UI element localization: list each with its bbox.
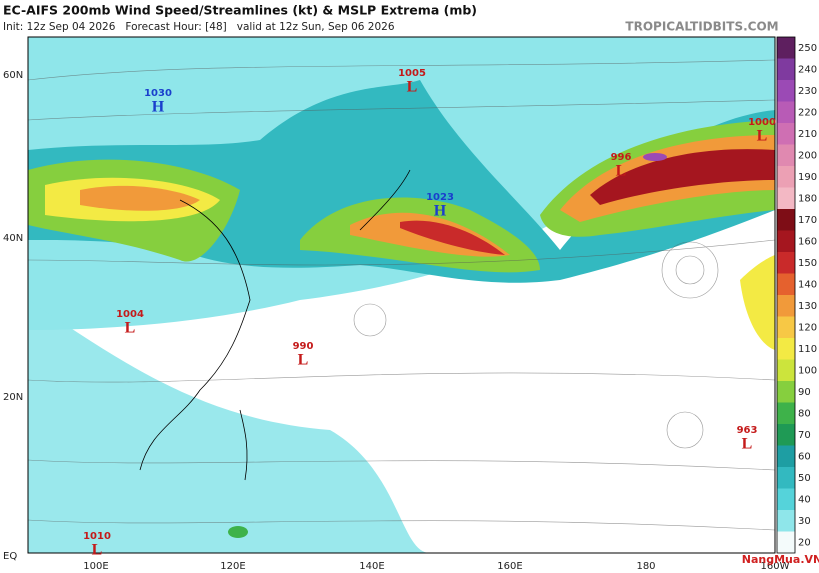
colorbar-cell bbox=[777, 273, 795, 295]
colorbar-cell bbox=[777, 531, 795, 553]
colorbar-cell bbox=[777, 316, 795, 338]
colorbar-label: 250 bbox=[798, 43, 817, 54]
colorbar-cell bbox=[777, 252, 795, 274]
streamlines bbox=[28, 59, 775, 531]
colorbar-cell bbox=[777, 123, 795, 145]
pressure-value: 1023 bbox=[426, 192, 454, 203]
pressure-letter: L bbox=[125, 320, 136, 337]
colorbar-label: 170 bbox=[798, 215, 817, 226]
jet bbox=[740, 255, 775, 350]
pressure-value: 963 bbox=[737, 425, 758, 436]
lat-label: 40N bbox=[3, 233, 23, 244]
colorbar-label: 240 bbox=[798, 64, 817, 75]
pressure-letter: H bbox=[434, 203, 447, 220]
lon-label: 160E bbox=[497, 561, 522, 572]
colorbar-label: 180 bbox=[798, 193, 817, 204]
colorbar-label: 20 bbox=[798, 537, 811, 548]
colorbar-cell bbox=[777, 445, 795, 467]
colorbar-cell bbox=[777, 230, 795, 252]
lat-label: EQ bbox=[3, 551, 17, 562]
colorbar-label: 200 bbox=[798, 150, 817, 161]
pressure-letter: L bbox=[757, 128, 768, 145]
colorbar-cell bbox=[777, 37, 795, 59]
colorbar-cell bbox=[777, 58, 795, 80]
pressure-letter: L bbox=[742, 436, 753, 453]
colorbar-cell bbox=[777, 402, 795, 424]
colorbar-label: 130 bbox=[798, 301, 817, 312]
colorbar-cell bbox=[777, 359, 795, 381]
title: EC-AIFS 200mb Wind Speed/Streamlines (kt… bbox=[3, 3, 477, 18]
pressure-letter: L bbox=[298, 352, 309, 369]
map-field bbox=[28, 37, 775, 553]
colorbar-label: 140 bbox=[798, 279, 817, 290]
colorbar-label: 50 bbox=[798, 473, 811, 484]
colorbar-cell bbox=[777, 101, 795, 123]
jet bbox=[400, 220, 505, 255]
lon-label: 120E bbox=[220, 561, 245, 572]
colorbar-cell bbox=[777, 488, 795, 510]
colorbar-label: 120 bbox=[798, 322, 817, 333]
colorbar-label: 220 bbox=[798, 107, 817, 118]
colorbar-label: 70 bbox=[798, 430, 811, 441]
pressure-value: 1004 bbox=[116, 309, 144, 320]
pressure-value: 1030 bbox=[144, 88, 172, 99]
source: TROPICALTIDBITS.COM bbox=[625, 20, 778, 34]
pressure-value: 990 bbox=[293, 341, 314, 352]
colorbar-cell bbox=[777, 209, 795, 231]
colorbar-label: 110 bbox=[798, 344, 817, 355]
jet bbox=[228, 526, 248, 538]
colorbar-cell bbox=[777, 424, 795, 446]
colorbar-label: 100 bbox=[798, 365, 817, 376]
pressure-value: 1005 bbox=[398, 68, 426, 79]
subtitle: Init: 12z Sep 04 2026 Forecast Hour: [48… bbox=[3, 21, 395, 33]
pressure-letter: H bbox=[152, 99, 165, 116]
colorbar-label: 40 bbox=[798, 494, 811, 505]
pressure-letter: L bbox=[92, 542, 103, 559]
colorbar-cell bbox=[777, 166, 795, 188]
pressure-value: 1010 bbox=[83, 531, 111, 542]
colorbar-label: 160 bbox=[798, 236, 817, 247]
colorbar-label: 210 bbox=[798, 129, 817, 140]
lon-label: 180 bbox=[636, 561, 655, 572]
colorbar-label: 30 bbox=[798, 516, 811, 527]
lat-label: 60N bbox=[3, 70, 23, 81]
lat-label: 20N bbox=[3, 392, 23, 403]
colorbar-cell bbox=[777, 187, 795, 209]
lon-label: 140E bbox=[359, 561, 384, 572]
colorbar-cell bbox=[777, 144, 795, 166]
pressure-value: 1000 bbox=[748, 117, 776, 128]
colorbar-cell bbox=[777, 338, 795, 360]
map-frame bbox=[27, 36, 776, 554]
lon-label: 100E bbox=[83, 561, 108, 572]
jet-core bbox=[643, 153, 667, 161]
colorbar-label: 190 bbox=[798, 172, 817, 183]
colorbar-label: 80 bbox=[798, 408, 811, 419]
colorbar-label: 90 bbox=[798, 387, 811, 398]
colorbar-cell bbox=[777, 510, 795, 532]
colorbar-label: 150 bbox=[798, 258, 817, 269]
pressure-value: 996 bbox=[611, 152, 632, 163]
colorbar-frame bbox=[776, 36, 796, 554]
colorbar-label: 60 bbox=[798, 451, 811, 462]
pressure-letter: L bbox=[407, 79, 418, 96]
colorbar-cell bbox=[777, 80, 795, 102]
colorbar-cell bbox=[777, 295, 795, 317]
jet bbox=[590, 149, 775, 205]
wind-area bbox=[28, 300, 430, 553]
colorbar-label: 230 bbox=[798, 86, 817, 97]
watermark: NangMua.VN bbox=[742, 553, 819, 566]
lon-label: 160W bbox=[761, 561, 790, 572]
pressure-letter: L bbox=[616, 163, 627, 180]
colorbar-cell bbox=[777, 467, 795, 489]
jet bbox=[80, 185, 200, 211]
colorbar-cell bbox=[777, 381, 795, 403]
coastlines bbox=[139, 169, 411, 481]
